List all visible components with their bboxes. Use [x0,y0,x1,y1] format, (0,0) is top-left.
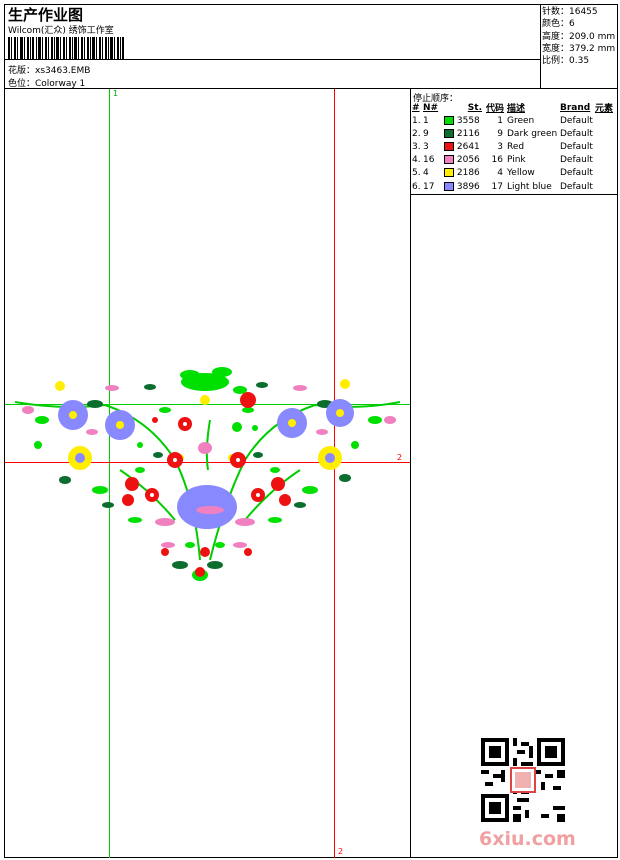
stat-colors: 颜色：6 [542,19,575,30]
row-code: 9 [497,128,503,139]
color-swatch [444,115,454,125]
row-stitches: 3558 [456,115,480,126]
header-divider [4,88,618,89]
stats-divider [540,4,541,88]
color-sequence-table: # N# St. 代码 描述 Brand 元素 1. 1 3558 1 Gree… [411,101,618,193]
row-description: Red [507,141,525,152]
table-row: 5. 4 2186 4 Yellow Default [411,167,618,180]
row-index: 5. [412,168,421,179]
stats-panel: 针数：16455 颜色：6 高度：209.0 mm 宽度：379.2 mm 比例… [542,6,615,67]
col-header-element: 元素 [595,104,614,114]
row-needle: 9 [423,128,429,139]
green-horizontal-guide [5,404,410,405]
row-index: 1. [412,115,421,126]
color-swatch [444,155,454,165]
table-bottom-divider [410,194,618,195]
col-header-needle: N# [423,102,439,113]
row-brand: Default [560,128,593,139]
row-index: 6. [412,181,421,192]
table-row: 6. 17 3896 17 Light blue Default [411,180,618,193]
stat-width: 宽度：379.2 mm [542,43,616,54]
table-row: 1. 1 3558 1 Green Default [411,114,618,127]
color-swatch [444,168,454,178]
studio-name: Wilcom(汇众) 绣饰工作室 [8,26,114,36]
barcode [8,37,124,59]
row-needle: 3 [423,141,429,152]
stat-stitches: 针数：16455 [542,7,598,17]
row-stitches: 2186 [456,168,480,179]
row-needle: 1 [423,115,429,126]
row-brand: Default [560,181,593,192]
row-stitches: 3896 [456,181,480,192]
row-index: 2. [412,128,421,139]
row-code: 17 [491,181,503,192]
color-swatch [444,141,454,151]
stat-scale: 比例：0.35 [542,56,590,67]
red-guide-label-bottom: 2 [338,847,344,856]
qr-code [481,738,565,822]
row-brand: Default [560,168,593,179]
col-header-brand: Brand [560,102,591,113]
side-panel-divider [410,88,411,858]
row-brand: Default [560,115,593,126]
row-index: 4. [412,155,421,166]
red-vertical-guide [334,89,335,858]
table-header-row: # N# St. 代码 描述 Brand 元素 [411,101,618,115]
table-row: 2. 9 2116 9 Dark green Default [411,127,618,140]
row-stitches: 2641 [456,141,480,152]
sheet-frame [4,4,618,858]
table-row: 3. 3 2641 3 Red Default [411,140,618,153]
color-swatch [444,181,454,191]
row-brand: Default [560,141,593,152]
row-needle: 4 [423,168,429,179]
row-code: 1 [497,115,503,126]
table-row: 4. 16 2056 16 Pink Default [411,154,618,167]
design-label-divider [4,59,540,60]
col-header-index: # [412,102,420,113]
row-code: 4 [497,168,503,179]
row-description: Light blue [507,181,552,192]
red-guide-label-right: 2 [397,453,403,462]
row-stitches: 2056 [456,155,480,166]
row-description: Dark green [507,128,558,139]
row-index: 3. [412,141,421,152]
row-description: Green [507,115,535,126]
stat-height: 高度：209.0 mm [542,31,616,42]
row-description: Pink [507,155,526,166]
row-needle: 17 [423,181,435,192]
col-header-code: 代码 [486,104,505,114]
color-swatch [444,128,454,138]
colorway-label: 色位：Colorway 1 [8,79,86,89]
row-needle: 16 [423,155,435,166]
row-stitches: 2116 [456,128,480,139]
row-description: Yellow [507,168,535,179]
green-vertical-guide [109,89,110,858]
site-logo: 6xiu.com [479,828,576,850]
row-brand: Default [560,155,593,166]
design-file-label: 花版：xs3463.EMB [8,66,91,76]
stop-sequence-title: 停止顺序： [413,94,459,104]
page-title: 生产作业图 [8,6,84,24]
row-code: 16 [491,155,503,166]
green-guide-label: 1 [113,89,119,98]
row-code: 3 [497,141,503,152]
col-header-stitches: St. [467,102,482,113]
col-header-description: 描述 [507,104,526,114]
